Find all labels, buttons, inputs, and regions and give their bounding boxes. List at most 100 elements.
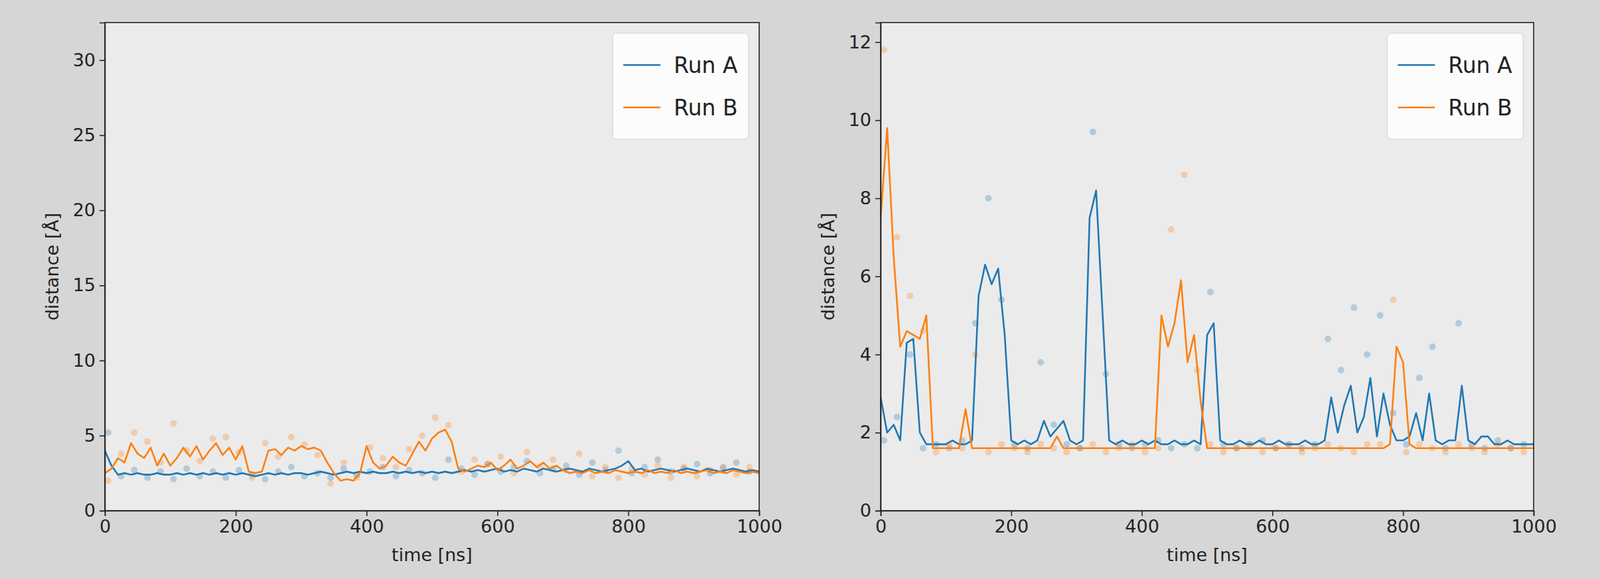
raw-point (1220, 449, 1228, 456)
raw-point (1102, 449, 1109, 456)
raw-point (497, 453, 505, 460)
raw-point (379, 455, 387, 462)
y-tick: 5 (84, 425, 105, 446)
y-tick-mark (99, 59, 105, 62)
x-tick-mark (1533, 510, 1535, 517)
y-tick-mark (99, 210, 105, 212)
raw-point (615, 474, 622, 482)
y-tick-label: 6 (860, 266, 872, 287)
y-tick-label: 0 (860, 500, 872, 521)
x-tick-mark (366, 510, 368, 517)
axis-line (881, 511, 1535, 517)
raw-point (288, 463, 295, 471)
scatter-group (104, 414, 753, 488)
y-tick-mark (875, 432, 881, 435)
legend-label: Run A (673, 52, 738, 79)
raw-point (906, 351, 914, 358)
legend-label: Run A (1448, 52, 1513, 79)
marks (104, 414, 760, 488)
plot-background (104, 22, 760, 511)
x-tick: 800 (611, 510, 647, 537)
raw-point (1481, 449, 1488, 456)
y-tick-mark (875, 276, 881, 278)
axis-line (99, 23, 106, 512)
raw-point (445, 422, 452, 429)
raw-point (392, 463, 400, 471)
axis-line (875, 23, 882, 512)
y-tick-mark (99, 285, 105, 287)
y-tick-label: 12 (848, 31, 872, 53)
raw-point (262, 475, 269, 483)
x-axis-title: time [ns] (391, 544, 473, 566)
x-tick-mark (1402, 510, 1405, 517)
x-tick: 400 (1124, 510, 1160, 537)
raw-point (1389, 410, 1397, 417)
raw-point (1037, 441, 1044, 448)
raw-point (906, 292, 914, 300)
x-tick-label: 400 (349, 516, 385, 537)
raw-point (1063, 449, 1070, 456)
raw-point (998, 441, 1005, 448)
legend-swatch (1397, 64, 1435, 67)
raw-point (327, 480, 334, 488)
x-axis-title: time [ns] (1166, 544, 1248, 566)
y-tick-mark (875, 41, 881, 44)
x-tick-label: 1000 (1511, 516, 1557, 537)
y-tick: 6 (860, 266, 881, 287)
y-tick-mark (99, 360, 105, 362)
x-tick-label: 0 (99, 516, 111, 537)
raw-point (118, 450, 125, 458)
raw-point (1337, 366, 1345, 374)
y-tick: 4 (860, 344, 881, 365)
panel: 02004006008001000024681012time [ns]dista… (817, 22, 1557, 566)
x-tick-mark (759, 510, 761, 517)
y-tick-mark (875, 354, 881, 356)
raw-point (1416, 441, 1423, 448)
raw-point (893, 414, 901, 421)
raw-point (1350, 304, 1358, 312)
series-line (880, 128, 1534, 449)
raw-point (615, 447, 622, 454)
raw-point (327, 474, 334, 482)
x-tick: 1000 (736, 510, 783, 537)
y-tick-label: 5 (84, 425, 96, 446)
legend-swatch (1397, 106, 1435, 109)
figure: 02004006008001000051015202530time [ns]di… (0, 0, 1600, 579)
raw-point (445, 456, 452, 464)
x-tick-label: 1000 (736, 516, 783, 537)
series-line (880, 190, 1534, 445)
y-tick: 0 (860, 500, 881, 521)
y-axis-title: distance [Å] (817, 213, 839, 322)
raw-point (1389, 296, 1397, 304)
raw-point (732, 471, 740, 479)
raw-point (933, 449, 940, 456)
y-tick: 8 (860, 187, 881, 209)
raw-point (471, 471, 478, 479)
raw-point (589, 459, 596, 467)
x-tick-label: 200 (994, 516, 1030, 537)
raw-point (1402, 449, 1410, 456)
x-tick-mark (1272, 510, 1274, 517)
x-tick: 1000 (1511, 510, 1557, 537)
x-axis: 02004006008001000 (875, 510, 1557, 537)
y-tick-label: 15 (72, 274, 96, 296)
y-tick: 0 (84, 500, 105, 521)
x-tick: 400 (349, 510, 385, 537)
raw-point (104, 429, 112, 437)
raw-point (471, 456, 478, 464)
x-tick: 200 (994, 510, 1030, 537)
raw-point (1063, 441, 1070, 448)
plot-frame (880, 22, 1534, 511)
raw-point (589, 473, 596, 480)
x-tick-label: 600 (480, 516, 515, 537)
plot-frame (104, 22, 760, 511)
raw-point (1037, 359, 1044, 366)
raw-point (104, 477, 112, 485)
y-tick-mark (875, 510, 881, 513)
y-tick: 12 (848, 31, 881, 53)
y-tick: 2 (860, 422, 881, 443)
raw-point (130, 429, 138, 437)
y-tick: 25 (72, 124, 105, 146)
raw-point (654, 462, 661, 470)
raw-point (1350, 449, 1358, 456)
